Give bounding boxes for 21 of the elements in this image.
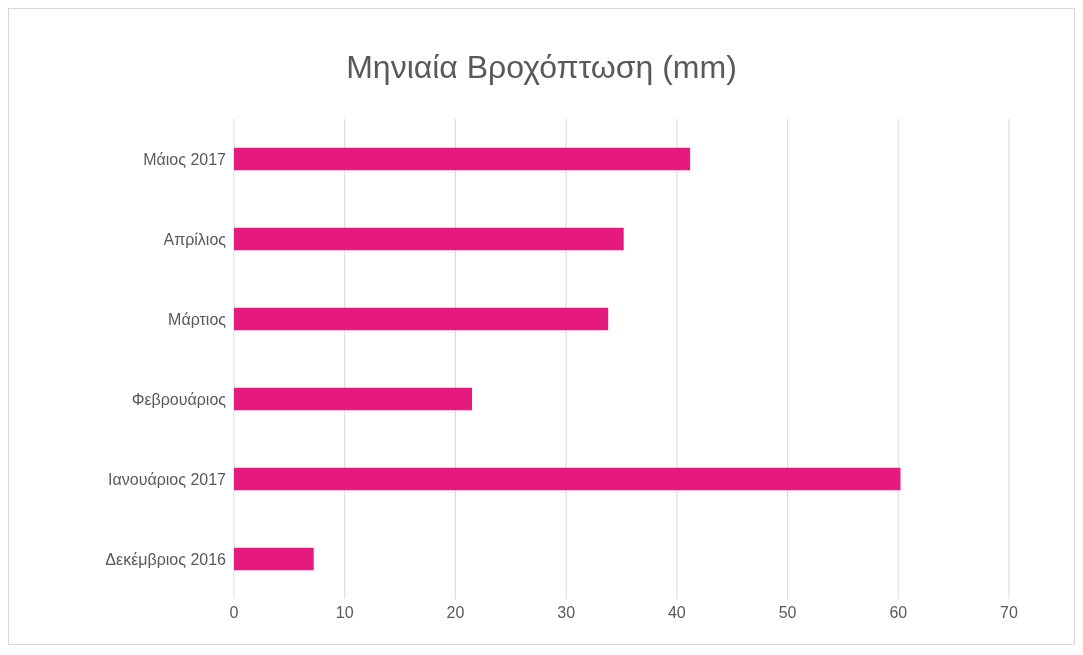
x-tick-label: 50	[778, 604, 797, 622]
y-tick-label: Μάιος 2017	[143, 150, 227, 168]
x-tick-label: 30	[557, 604, 576, 622]
x-tick-label: 10	[335, 604, 354, 622]
y-tick-label: Δεκέμβριος 2016	[105, 550, 227, 568]
bar	[234, 387, 473, 411]
y-tick-label: Μάρτιος	[168, 310, 227, 328]
bar	[234, 147, 691, 171]
x-tick-label: 20	[446, 604, 465, 622]
bar	[234, 307, 609, 331]
x-tick-label: 70	[1000, 604, 1018, 622]
chart-title: Μηνιαία Βροχόπτωση (mm)	[345, 49, 738, 87]
x-tick-label: 0	[229, 604, 239, 622]
y-tick-label: Απρίλιος	[163, 230, 227, 248]
y-tick-label: Φεβρουάριος	[131, 390, 227, 408]
x-tick-label: 60	[889, 604, 908, 622]
x-tick-label: 40	[667, 604, 686, 622]
bar	[234, 227, 624, 251]
y-tick-label: Ιανουάριος 2017	[108, 470, 227, 488]
bar	[234, 467, 901, 491]
bar	[234, 547, 314, 571]
